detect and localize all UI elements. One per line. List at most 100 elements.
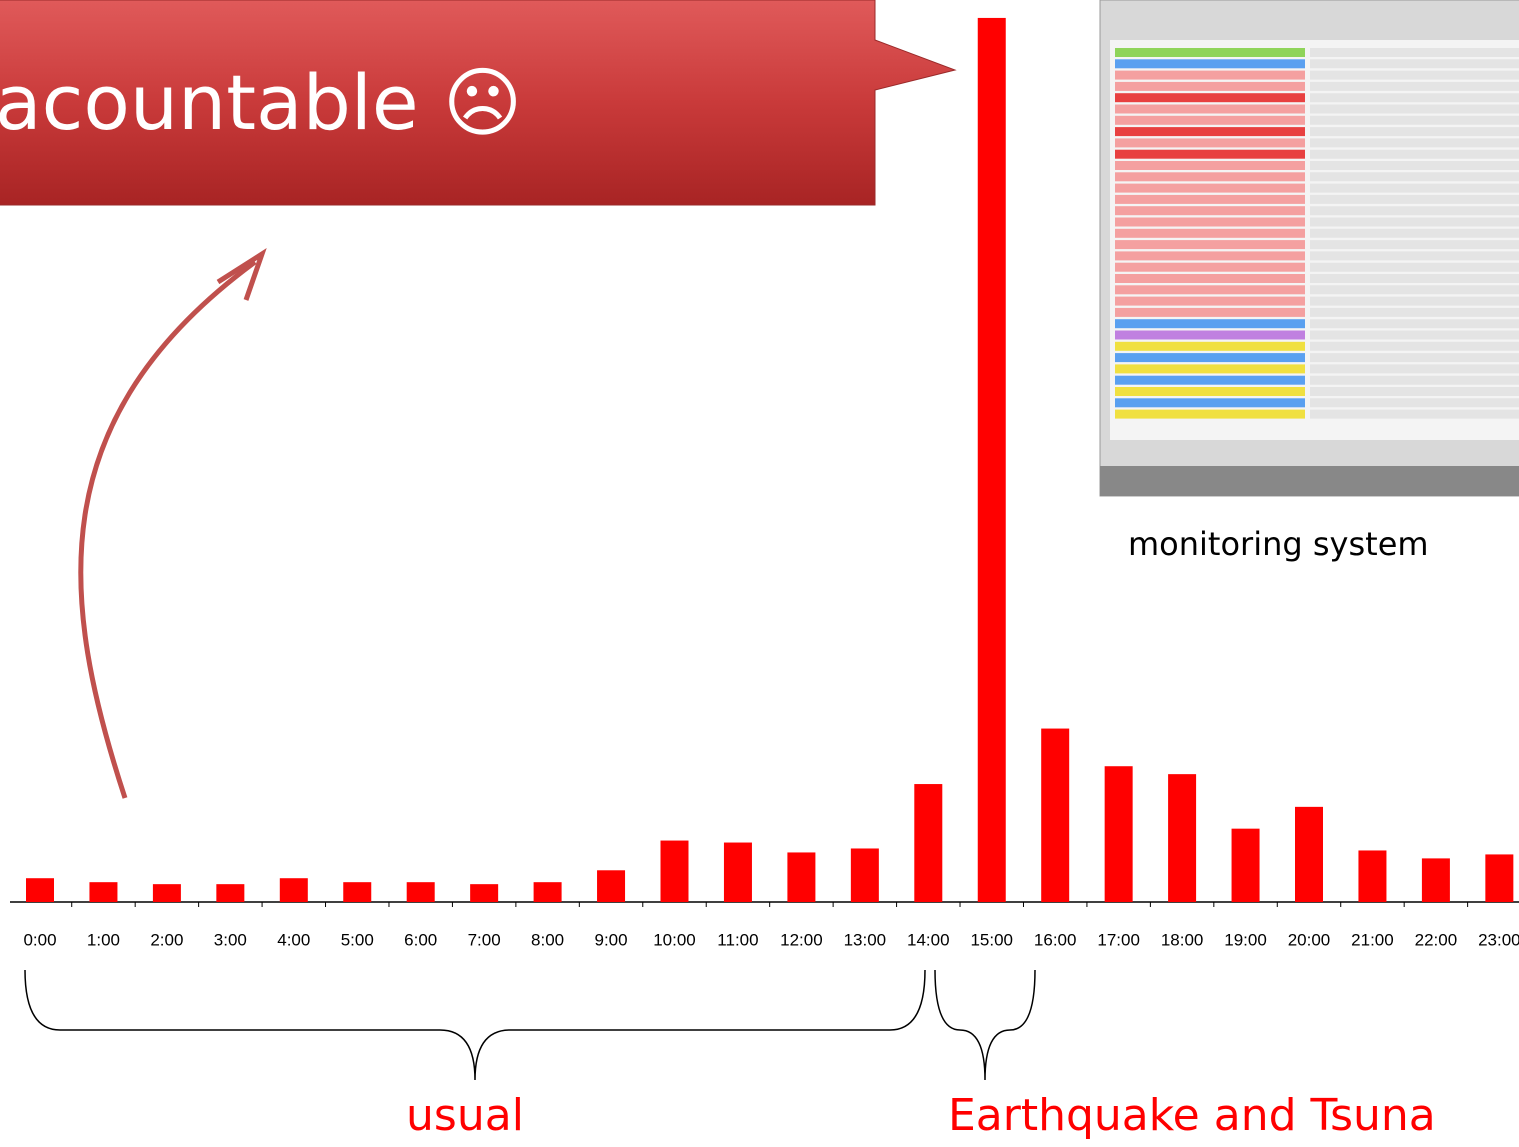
screenshot-row <box>1310 228 1519 238</box>
screenshot-row <box>1115 341 1305 351</box>
screenshot-row <box>1115 398 1305 408</box>
screenshot-row <box>1115 48 1305 57</box>
screenshot-row <box>1310 70 1519 80</box>
screenshot-row <box>1115 364 1305 374</box>
screenshot-row <box>1115 375 1305 385</box>
screenshot-row <box>1310 206 1519 216</box>
screenshot-row <box>1310 319 1519 329</box>
x-tick-label: 10:00 <box>653 930 696 949</box>
bar <box>787 852 816 902</box>
x-tick-label: 18:00 <box>1161 930 1204 949</box>
x-tick-label: 9:00 <box>595 930 628 949</box>
screenshot-row <box>1115 307 1305 317</box>
x-tick-label: 16:00 <box>1034 930 1077 949</box>
bar <box>406 882 435 902</box>
x-tick-label: 6:00 <box>404 930 437 949</box>
screenshot-row <box>1115 387 1305 396</box>
screenshot-row <box>1310 274 1519 283</box>
brace <box>934 969 1036 1081</box>
screenshot-row <box>1115 240 1305 250</box>
bar <box>1231 828 1260 902</box>
screenshot-row <box>1310 330 1519 340</box>
x-tick-label: 22:00 <box>1415 930 1458 949</box>
screenshot-row <box>1115 206 1305 216</box>
x-tick-label: 20:00 <box>1288 930 1331 949</box>
bar <box>660 840 689 902</box>
screenshot-row <box>1310 240 1519 250</box>
screenshot-row <box>1115 194 1305 204</box>
bar <box>89 882 118 902</box>
x-tick-label: 13:00 <box>844 930 887 949</box>
x-tick-label: 4:00 <box>277 930 310 949</box>
bar <box>1358 850 1387 902</box>
screenshot-row <box>1310 161 1519 170</box>
screenshot-row <box>1310 285 1519 295</box>
screenshot-row <box>1310 398 1519 408</box>
bar <box>723 842 752 902</box>
arrow-head <box>216 248 267 301</box>
x-tick-label: 11:00 <box>717 930 758 949</box>
screenshot-row <box>1310 217 1519 227</box>
x-tick-label: 7:00 <box>468 930 501 949</box>
x-tick-label: 14:00 <box>907 930 950 949</box>
screenshot-row <box>1310 48 1519 57</box>
x-tick-label: 23:00 <box>1478 930 1519 949</box>
screenshot-row <box>1115 149 1305 159</box>
screenshot-row <box>1115 228 1305 238</box>
screenshot-row <box>1115 217 1305 227</box>
bar <box>216 884 245 902</box>
screenshot-row <box>1310 59 1519 69</box>
screenshot-caption: monitoring system <box>1128 525 1429 563</box>
screenshot-row <box>1115 409 1305 419</box>
brace-label: Earthquake and Tsuna <box>948 1090 1436 1141</box>
x-tick-label: 21:00 <box>1351 930 1394 949</box>
screenshot-row <box>1115 251 1305 261</box>
screenshot-row <box>1115 70 1305 80</box>
screenshot-row <box>1310 375 1519 385</box>
screenshot-row <box>1115 104 1305 114</box>
screenshot-row <box>1310 353 1519 363</box>
screenshot-row <box>1310 341 1519 351</box>
bar <box>1421 858 1450 902</box>
screenshot-row <box>1115 138 1305 148</box>
screenshot-row <box>1310 409 1519 419</box>
arrow <box>78 259 257 799</box>
screenshot-row <box>1115 330 1305 340</box>
screenshot-row <box>1310 194 1519 204</box>
screenshot-row <box>1310 81 1519 91</box>
bar <box>850 848 879 902</box>
x-tick-label: 19:00 <box>1224 930 1267 949</box>
bar <box>1295 806 1323 902</box>
bar <box>470 884 499 902</box>
screenshot-row <box>1115 183 1305 193</box>
bar <box>597 870 626 902</box>
screenshot-row <box>1115 296 1305 306</box>
bar <box>343 882 372 902</box>
bar <box>1168 774 1197 902</box>
screenshot-row <box>1115 93 1305 103</box>
screenshot-row <box>1310 115 1519 125</box>
screenshot-row <box>1310 149 1519 159</box>
screenshot-row <box>1115 353 1305 363</box>
bar <box>279 878 308 902</box>
screenshot-row <box>1310 172 1519 182</box>
x-tick-label: 2:00 <box>150 930 183 949</box>
x-tick-label: 17:00 <box>1097 930 1140 949</box>
x-tick-label: 1:00 <box>87 930 120 949</box>
screenshot-row <box>1115 285 1305 295</box>
screenshot-row <box>1310 296 1519 306</box>
screenshot-row <box>1115 319 1305 329</box>
x-tick-label: 15:00 <box>970 930 1013 949</box>
bar <box>1104 766 1133 902</box>
brace-label: usual <box>406 1090 524 1141</box>
screenshot-row <box>1310 307 1519 317</box>
bar <box>1485 854 1514 902</box>
callout-box <box>0 0 957 206</box>
screenshot-row <box>1310 183 1519 193</box>
screenshot-row <box>1115 172 1305 182</box>
screenshot-row <box>1310 138 1519 148</box>
screenshot-row <box>1115 262 1305 272</box>
bar <box>914 784 943 902</box>
bar <box>1041 728 1070 902</box>
